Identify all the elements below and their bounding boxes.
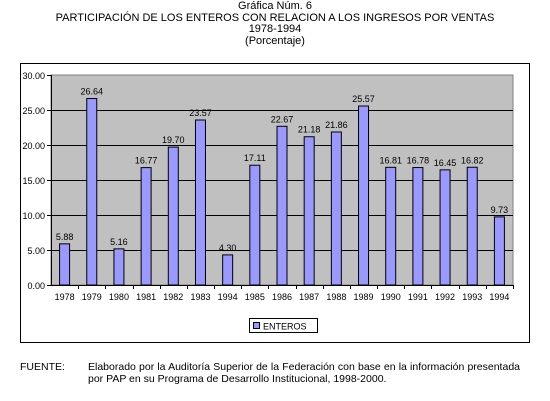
bar-1989	[358, 105, 370, 286]
bar-1985	[249, 164, 261, 286]
x-tick-label: 1989	[354, 292, 374, 302]
bar-1983	[194, 119, 206, 286]
y-tick-label: 30.00	[22, 71, 45, 81]
data-label: 16.45	[434, 158, 457, 168]
x-tick-label: 1983	[190, 292, 210, 302]
x-tick-label: 1985	[245, 292, 265, 302]
y-tick-label: 0.00	[27, 281, 45, 291]
legend-swatch	[253, 322, 260, 329]
x-tick-label: 1987	[299, 292, 319, 302]
x-tick-label: 1979	[82, 292, 102, 302]
legend	[249, 318, 318, 333]
y-tick-label: 20.00	[22, 141, 45, 151]
x-tick-label: 1981	[136, 292, 156, 302]
data-label: 19.70	[162, 135, 185, 145]
bar-1978	[59, 243, 71, 286]
x-tick-label: 1991	[408, 292, 428, 302]
data-label: 5.88	[56, 232, 74, 242]
source-label: FUENTE:	[20, 361, 65, 373]
bar-1979	[86, 98, 98, 286]
bar-1994	[222, 254, 234, 286]
y-tick-label: 10.00	[22, 211, 45, 221]
data-label: 4.30	[219, 243, 237, 253]
x-tick-label: 1980	[109, 292, 129, 302]
x-tick-label: 1993	[462, 292, 482, 302]
chart-unit: (Porcentaje)	[245, 34, 305, 47]
chart-period: 1978-1994	[248, 23, 302, 35]
legend-label: ENTEROS	[263, 322, 307, 332]
y-tick-label: 5.00	[27, 246, 45, 256]
bar-1994	[493, 216, 505, 286]
data-label: 21.18	[298, 125, 321, 135]
chart-title: PARTICIPACIÓN DE LOS ENTEROS CON RELACIO…	[55, 11, 495, 24]
data-label: 17.11	[244, 153, 266, 163]
data-label: 16.81	[379, 155, 402, 165]
bar-1986	[276, 125, 288, 286]
data-label: 21.86	[325, 120, 348, 130]
bar-1988	[330, 131, 342, 286]
bar-1980	[113, 248, 125, 286]
data-label: 25.57	[352, 94, 375, 104]
data-label: 26.64	[80, 87, 103, 97]
bar-1981	[140, 167, 152, 286]
y-tick-label: 25.00	[22, 106, 45, 116]
x-tick-label: 1978	[55, 292, 75, 302]
y-tick-label: 15.00	[22, 176, 45, 186]
chart-caption: Gráfica Núm. 6	[238, 0, 312, 12]
data-label: 16.78	[407, 156, 430, 166]
data-label: 22.67	[271, 114, 294, 124]
data-label: 16.77	[135, 156, 158, 166]
data-label: 9.73	[491, 205, 509, 215]
x-tick-label: 1994	[218, 292, 238, 302]
bar-1990	[385, 166, 397, 286]
bar-1993	[466, 166, 478, 286]
chart-titles: Gráfica Núm. 6 PARTICIPACIÓN DE LOS ENTE…	[0, 0, 550, 47]
x-tick-label: 1982	[163, 292, 183, 302]
x-tick-label: 1986	[272, 292, 292, 302]
x-tick-label: 1992	[435, 292, 455, 302]
bar-1987	[303, 136, 315, 286]
data-label: 5.16	[110, 237, 128, 247]
bar-1992	[439, 169, 451, 286]
bar-1991	[412, 167, 424, 286]
data-label: 23.57	[189, 108, 212, 118]
bar-1982	[167, 146, 179, 286]
x-tick-label: 1994	[489, 292, 509, 302]
x-tick-label: 1990	[381, 292, 401, 302]
source-text: Elaborado por la Auditoría Superior de l…	[88, 361, 520, 385]
x-tick-label: 1988	[326, 292, 346, 302]
data-label: 16.82	[461, 155, 484, 165]
